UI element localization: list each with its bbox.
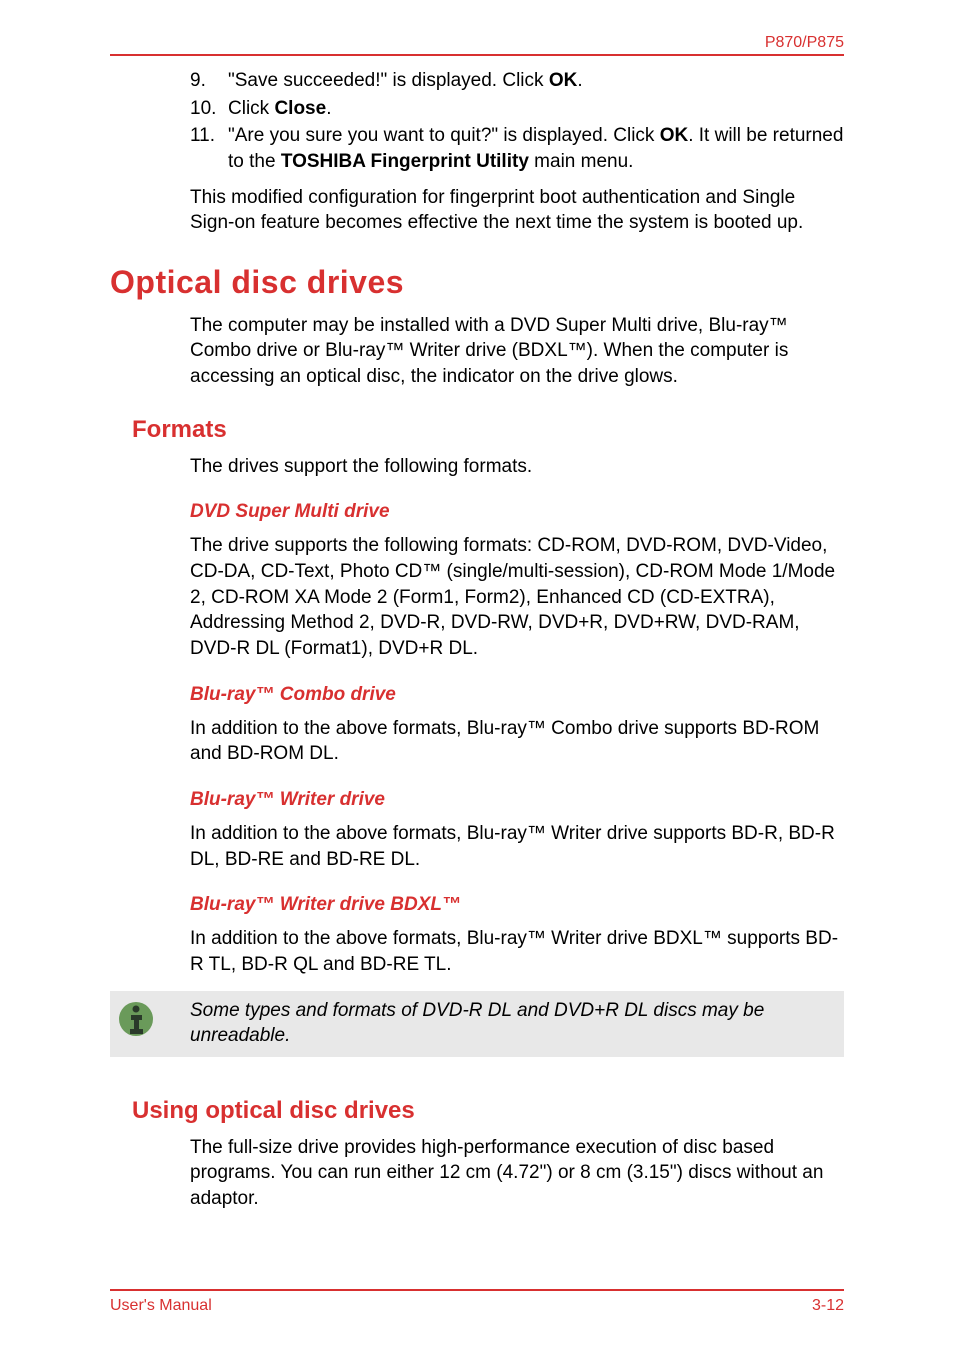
list-item: 10. Click Close. <box>190 96 844 122</box>
list-number: 9. <box>190 68 228 94</box>
list-text: Click Close. <box>228 96 844 122</box>
paragraph: In addition to the above formats, Blu-ra… <box>190 926 844 977</box>
heading-formats: Formats <box>132 416 844 444</box>
text-segment: "Are you sure you want to quit?" is disp… <box>228 125 660 146</box>
paragraph: The full-size drive provides high-perfor… <box>190 1135 844 1212</box>
heading-optical-disc-drives: Optical disc drives <box>110 264 844 301</box>
text-bold: OK <box>549 70 578 91</box>
footer-rule <box>110 1289 844 1291</box>
text-segment: Click <box>228 98 274 119</box>
text-segment: "Save succeeded!" is displayed. Click <box>228 70 549 91</box>
paragraph: In addition to the above formats, Blu-ra… <box>190 821 844 872</box>
footer-left: User's Manual <box>110 1297 212 1315</box>
paragraph: The computer may be installed with a DVD… <box>190 313 844 390</box>
page-footer: User's Manual 3-12 <box>110 1289 844 1315</box>
text-bold: Close <box>274 98 326 119</box>
subheading: Blu-ray™ Writer drive BDXL™ <box>190 894 844 916</box>
paragraph: In addition to the above formats, Blu-ra… <box>190 716 844 767</box>
list-number: 10. <box>190 96 228 122</box>
list-item: 9. "Save succeeded!" is displayed. Click… <box>190 68 844 94</box>
paragraph: The drive supports the following formats… <box>190 533 844 661</box>
subheading: DVD Super Multi drive <box>190 501 844 523</box>
note-text: Some types and formats of DVD-R DL and D… <box>190 999 834 1048</box>
header-product: P870/P875 <box>110 34 844 52</box>
text-bold: OK <box>660 125 689 146</box>
footer-right: 3-12 <box>812 1297 844 1315</box>
text-segment: . <box>577 70 582 91</box>
list-number: 11. <box>190 123 228 174</box>
text-segment: main menu. <box>529 151 634 172</box>
heading-using-optical-disc-drives: Using optical disc drives <box>132 1097 844 1125</box>
note-callout: Some types and formats of DVD-R DL and D… <box>110 991 844 1056</box>
list-item: 11. "Are you sure you want to quit?" is … <box>190 123 844 174</box>
list-text: "Are you sure you want to quit?" is disp… <box>228 123 844 174</box>
subheading: Blu-ray™ Writer drive <box>190 789 844 811</box>
list-text: "Save succeeded!" is displayed. Click OK… <box>228 68 844 94</box>
header-rule <box>110 54 844 56</box>
info-icon <box>110 999 190 1039</box>
text-segment: . <box>326 98 331 119</box>
paragraph: The drives support the following formats… <box>190 454 844 480</box>
text-bold: TOSHIBA Fingerprint Utility <box>281 151 529 172</box>
subheading: Blu-ray™ Combo drive <box>190 684 844 706</box>
paragraph: This modified configuration for fingerpr… <box>190 185 844 236</box>
